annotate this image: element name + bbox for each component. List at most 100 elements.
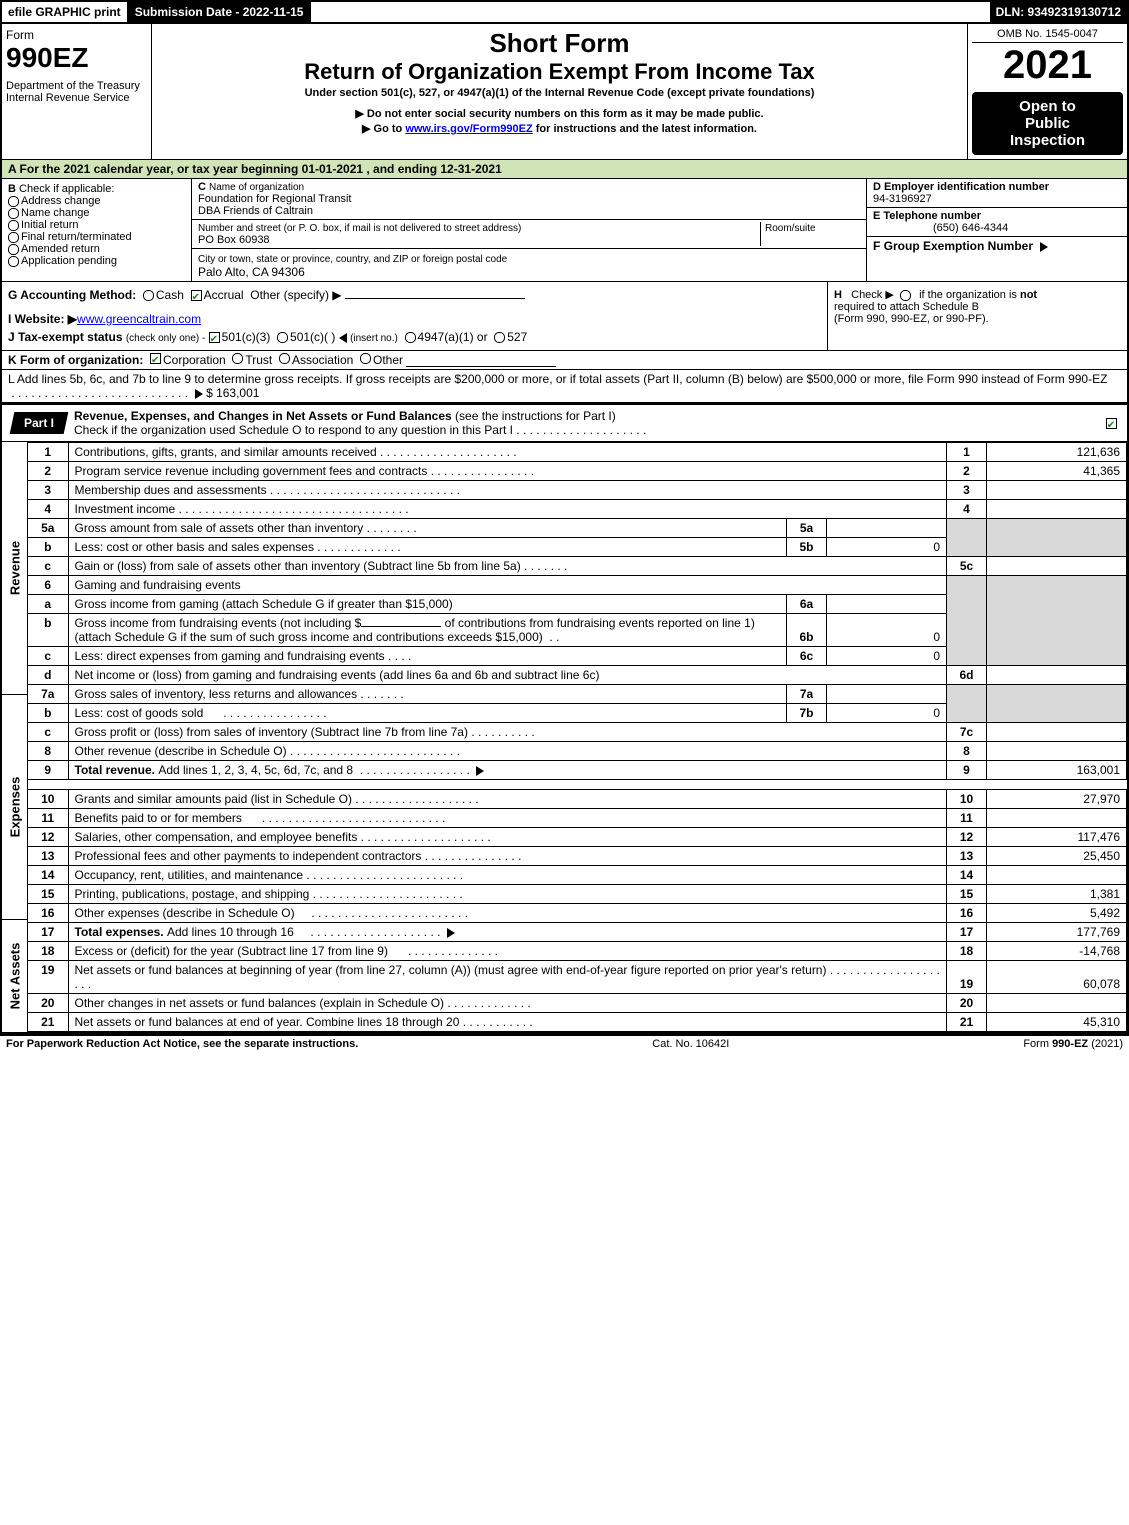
cb-name-change[interactable] [8, 208, 19, 219]
line-8: 8Other revenue (describe in Schedule O) … [28, 742, 1127, 761]
h-not: not [1020, 289, 1037, 301]
6b-blank[interactable] [361, 626, 441, 627]
line-4: 4Investment income . . . . . . . . . . .… [28, 500, 1127, 519]
h-text2: if the organization is [919, 289, 1020, 301]
part1-header: Part I Revenue, Expenses, and Changes in… [2, 403, 1127, 442]
b-check-if: Check if applicable: [19, 183, 114, 195]
phone-value: (650) 646-4344 [873, 222, 1008, 234]
k-other-blank[interactable] [406, 353, 556, 367]
footer-mid: Cat. No. 10642I [652, 1038, 729, 1050]
netassets-side-label: Net Assets [2, 920, 28, 1032]
l-arrow-icon [195, 389, 203, 399]
cb-amended-return[interactable] [8, 244, 19, 255]
submission-date-label: Submission Date - 2022-11-15 [129, 2, 312, 22]
part1-tab: Part I [10, 412, 69, 434]
cb-4947[interactable] [405, 332, 416, 343]
form-subtitle: Under section 501(c), 527, or 4947(a)(1)… [160, 87, 959, 99]
efile-print-label[interactable]: efile GRAPHIC print [2, 2, 129, 22]
k-assoc: Association [292, 353, 353, 367]
revenue-side-label: Revenue [2, 442, 28, 695]
expenses-side-label: Expenses [2, 695, 28, 920]
b-item-5: Application pending [21, 255, 117, 267]
cb-final-return[interactable] [8, 232, 19, 243]
cb-initial-return[interactable] [8, 220, 19, 231]
g-other-blank[interactable] [345, 298, 525, 299]
website-link[interactable]: www.greencaltrain.com [77, 312, 201, 326]
f-arrow-icon [1040, 242, 1048, 252]
part1-tab-label: Part I [24, 416, 54, 430]
h-text3: required to attach Schedule B [834, 301, 979, 313]
dept-treasury: Department of the Treasury [6, 80, 147, 92]
j-insert: (insert no.) [350, 333, 398, 344]
line-2: 2Program service revenue including gover… [28, 462, 1127, 481]
cb-trust[interactable] [232, 353, 243, 364]
part1-title: Revenue, Expenses, and Changes in Net As… [66, 405, 1097, 441]
part1-title-bold: Revenue, Expenses, and Changes in Net As… [74, 409, 452, 423]
cb-527[interactable] [494, 332, 505, 343]
c-city-label: City or town, state or province, country… [198, 254, 507, 265]
org-address: PO Box 60938 [198, 234, 270, 246]
b-item-4: Amended return [21, 243, 100, 255]
form-number: 990EZ [6, 42, 147, 74]
section-gh: G Accounting Method: Cash Accrual Other … [2, 282, 1127, 351]
c-room-label: Room/suite [765, 223, 816, 234]
topbar-spacer [311, 2, 989, 22]
k-label: K Form of organization: [8, 353, 143, 367]
cb-h-not-required[interactable] [900, 290, 911, 301]
line-18: 18Excess or (deficit) for the year (Subt… [28, 942, 1127, 961]
line-13: 13Professional fees and other payments t… [28, 847, 1127, 866]
cb-501c3[interactable] [209, 332, 220, 343]
header-left: Form 990EZ Department of the Treasury In… [2, 24, 152, 159]
line-5a: 5aGross amount from sale of assets other… [28, 519, 1127, 538]
section-a-bar: A For the 2021 calendar year, or tax yea… [2, 160, 1127, 179]
d-label: D Employer identification number [873, 181, 1049, 193]
org-name-1: Foundation for Regional Transit [198, 193, 351, 205]
section-k: K Form of organization: Corporation Trus… [2, 351, 1127, 370]
line17-arrow-icon [447, 928, 455, 938]
cb-accrual[interactable] [191, 290, 202, 301]
insert-arrow-icon [339, 333, 347, 343]
dept-irs: Internal Revenue Service [6, 92, 147, 104]
line-7c: cGross profit or (loss) from sales of in… [28, 723, 1127, 742]
j-opt1: 501(c)(3) [222, 330, 271, 344]
cb-application-pending[interactable] [8, 256, 19, 267]
section-g: G Accounting Method: Cash Accrual Other … [2, 282, 827, 350]
line-3: 3Membership dues and assessments . . . .… [28, 481, 1127, 500]
top-bar: efile GRAPHIC print Submission Date - 20… [0, 0, 1129, 24]
cb-schedule-o-part1[interactable] [1106, 418, 1117, 429]
header-right: OMB No. 1545-0047 2021 Open to Public In… [967, 24, 1127, 159]
section-c: C Name of organization Foundation for Re… [192, 179, 867, 281]
form-title: Return of Organization Exempt From Incom… [160, 59, 959, 85]
cb-address-change[interactable] [8, 196, 19, 207]
form-word: Form [6, 28, 147, 42]
line-7a: 7aGross sales of inventory, less returns… [28, 685, 1127, 704]
ein-value: 94-3196927 [873, 193, 932, 205]
line-6d: dNet income or (loss) from gaming and fu… [28, 666, 1127, 685]
b-item-3: Final return/terminated [21, 231, 132, 243]
cb-cash[interactable] [143, 290, 154, 301]
section-b: B Check if applicable: Address change Na… [2, 179, 192, 281]
line-1: 1Contributions, gifts, grants, and simil… [28, 443, 1127, 462]
line-17: 17Total expenses. Add lines 10 through 1… [28, 923, 1127, 942]
g-cash: Cash [156, 288, 184, 302]
j-opt2: 501(c)( ) [290, 330, 335, 344]
j-note: (check only one) - [126, 333, 205, 344]
section-h: H Check ▶ if the organization is not req… [827, 282, 1127, 350]
cb-association[interactable] [279, 353, 290, 364]
irs-link[interactable]: www.irs.gov/Form990EZ [405, 123, 532, 135]
part1-title-rest: (see the instructions for Part I) [452, 409, 616, 423]
k-other: Other [373, 353, 403, 367]
footer-left: For Paperwork Reduction Act Notice, see … [6, 1038, 358, 1050]
c-addr-label: Number and street (or P. O. box, if mail… [198, 223, 521, 234]
line-9: 9Total revenue. Add lines 1, 2, 3, 4, 5c… [28, 761, 1127, 780]
line9-arrow-icon [476, 766, 484, 776]
b-letter: B [8, 183, 16, 195]
cb-k-other[interactable] [360, 353, 371, 364]
c-name-label: Name of organization [209, 182, 304, 193]
g-other: Other (specify) ▶ [250, 288, 341, 302]
k-corp: Corporation [163, 353, 226, 367]
cb-501c[interactable] [277, 332, 288, 343]
page-footer: For Paperwork Reduction Act Notice, see … [0, 1034, 1129, 1052]
note-ssn: ▶ Do not enter social security numbers o… [160, 107, 959, 120]
cb-corporation[interactable] [150, 353, 161, 364]
